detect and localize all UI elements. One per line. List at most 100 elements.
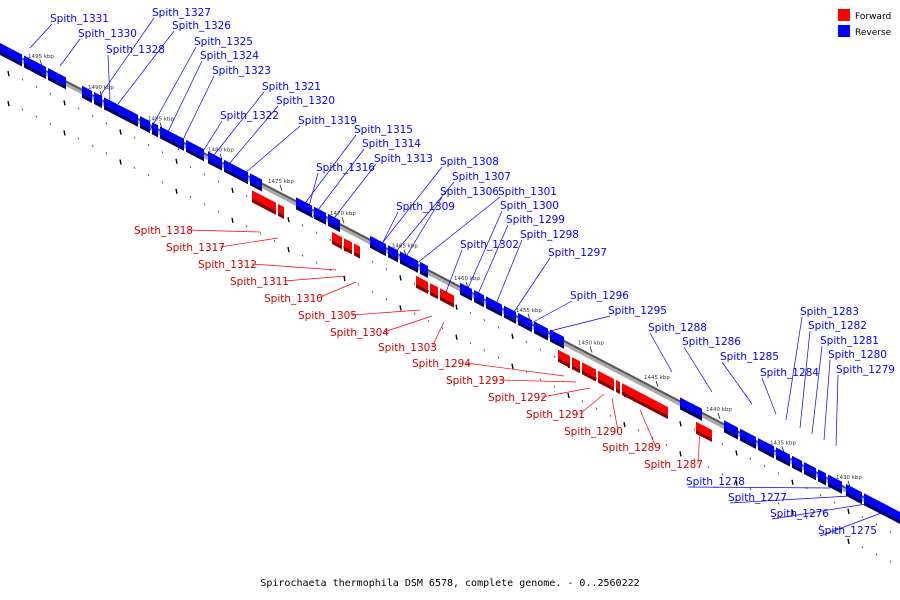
map-caption: Spirochaeta thermophila DSM 6578, comple…: [260, 578, 640, 589]
guide-tick: [35, 85, 38, 88]
guide-tick: [301, 224, 304, 227]
reverse-gene-block: [804, 462, 816, 481]
guide-tick: [21, 108, 24, 111]
guide-tick: [371, 260, 374, 264]
guide-tick: [49, 92, 52, 96]
reverse-leader-line: [649, 332, 673, 373]
reverse-gene-label: Spith_1315: [354, 124, 413, 136]
reverse-leader-line: [771, 503, 867, 520]
tick-mark: [341, 217, 345, 224]
guide-tick: [371, 290, 374, 294]
forward-gene-label: Spith_1305: [298, 310, 357, 322]
reverse-gene-block: [224, 159, 248, 185]
guide-tick: [441, 327, 444, 330]
tick-label: 1470 kbp: [330, 211, 356, 217]
guide-tick: [875, 523, 878, 526]
reverse-gene-block: [680, 397, 702, 421]
legend-forward-label: Forward: [855, 12, 891, 22]
forward-leader-line: [611, 397, 619, 432]
guide-tick: [133, 166, 136, 170]
reverse-leader-line: [495, 239, 523, 305]
reverse-gene-block: [160, 126, 184, 151]
reverse-gene-label: Spith_1285: [720, 351, 779, 363]
gene-labels: Spith_1331 Spith_1330 Spith_1327Spith_1326…: [29, 7, 895, 537]
forward-leader-line: [283, 275, 347, 282]
guide-tick: [833, 501, 836, 504]
reverse-gene-block: [420, 261, 428, 279]
reverse-gene-block: [776, 447, 790, 467]
forward-leader-line: [251, 263, 337, 271]
forward-leader-line: [465, 362, 565, 377]
forward-gene-label: Spith_1292: [488, 392, 547, 404]
reverse-leader-line: [477, 224, 509, 295]
tick-mark: [717, 413, 721, 420]
reverse-leader-line: [199, 120, 223, 157]
reverse-leader-line: [683, 346, 713, 393]
guide-tick: [763, 464, 766, 468]
reverse-leader-line: [509, 257, 551, 319]
reverse-gene-block: [724, 420, 738, 440]
reverse-leader-line: [209, 91, 265, 161]
tick-label: 1440 kbp: [706, 407, 732, 413]
forward-gene-label: Spith_1317: [166, 242, 225, 254]
forward-gene-block: [440, 288, 454, 308]
guide-tick: [539, 348, 542, 351]
reverse-leader-line: [403, 196, 443, 261]
guide-tick: [861, 515, 864, 519]
guide-tick: [693, 458, 696, 461]
reverse-gene-label: Spith_1280: [828, 349, 887, 361]
reverse-gene-label: Spith_1299: [506, 214, 565, 226]
forward-gene-label: Spith_1294: [412, 358, 471, 370]
reverse-gene-label: Spith_1331: [50, 13, 109, 25]
guide-tick: [651, 436, 654, 439]
forward-gene-label: Spith_1304: [330, 327, 389, 339]
forward-gene-block: [572, 357, 580, 374]
reverse-gene-block: [534, 321, 548, 341]
reverse-gene-block: [82, 85, 92, 103]
reverse-gene-block: [740, 428, 756, 449]
forward-gene-block: [332, 232, 342, 250]
reverse-gene-label: Spith_1309: [396, 201, 455, 213]
guide-tick: [595, 407, 598, 410]
reverse-gene-block: [504, 305, 516, 324]
reverse-leader-line: [785, 316, 803, 421]
forward-gene-block: [430, 283, 438, 300]
tick-mark: [655, 380, 659, 387]
guide-tick: [707, 465, 710, 469]
tick-marks: 1495 kbp 1490 kbp 1485 kbp 1480 kbp 1475 kbp…: [7, 54, 892, 563]
reverse-gene-block: [140, 116, 150, 134]
forward-gene-label: Spith_1311: [230, 276, 289, 288]
guide-tick: [259, 232, 262, 235]
reverse-leader-line: [307, 172, 319, 211]
guide-tick: [455, 334, 458, 340]
guide-tick: [791, 509, 794, 515]
reverse-leader-line: [415, 196, 501, 265]
guide-tick: [595, 377, 598, 380]
guide-tick: [399, 275, 402, 281]
reverse-gene-block: [400, 251, 418, 273]
reverse-gene-block: [314, 206, 326, 225]
guide-tick: [287, 246, 290, 253]
reverse-leader-line: [299, 134, 357, 211]
guide-tick: [875, 553, 878, 556]
guide-tick: [413, 282, 416, 285]
guide-tick: [483, 319, 486, 322]
forward-gene-label: Spith_1293: [446, 375, 505, 387]
reverse-leader-line: [177, 75, 215, 151]
forward-leader-line: [351, 309, 421, 316]
tick-label: 1475 kbp: [268, 179, 294, 185]
guide-tick: [217, 210, 220, 213]
reverse-gene-block: [818, 469, 826, 486]
guide-tick: [203, 203, 206, 206]
guide-tick: [217, 180, 220, 183]
guide-tick: [231, 217, 234, 224]
forward-leader-line: [317, 281, 357, 299]
guide-tick: [889, 560, 892, 563]
reverse-leader-line: [835, 374, 839, 447]
forward-gene-label: Spith_1318: [134, 225, 193, 237]
forward-gene-label: Spith_1289: [602, 442, 661, 454]
guide-tick: [679, 421, 682, 427]
guide-tick: [91, 114, 94, 118]
reverse-leader-line: [799, 330, 811, 429]
tick-label: 1450 kbp: [578, 340, 604, 346]
